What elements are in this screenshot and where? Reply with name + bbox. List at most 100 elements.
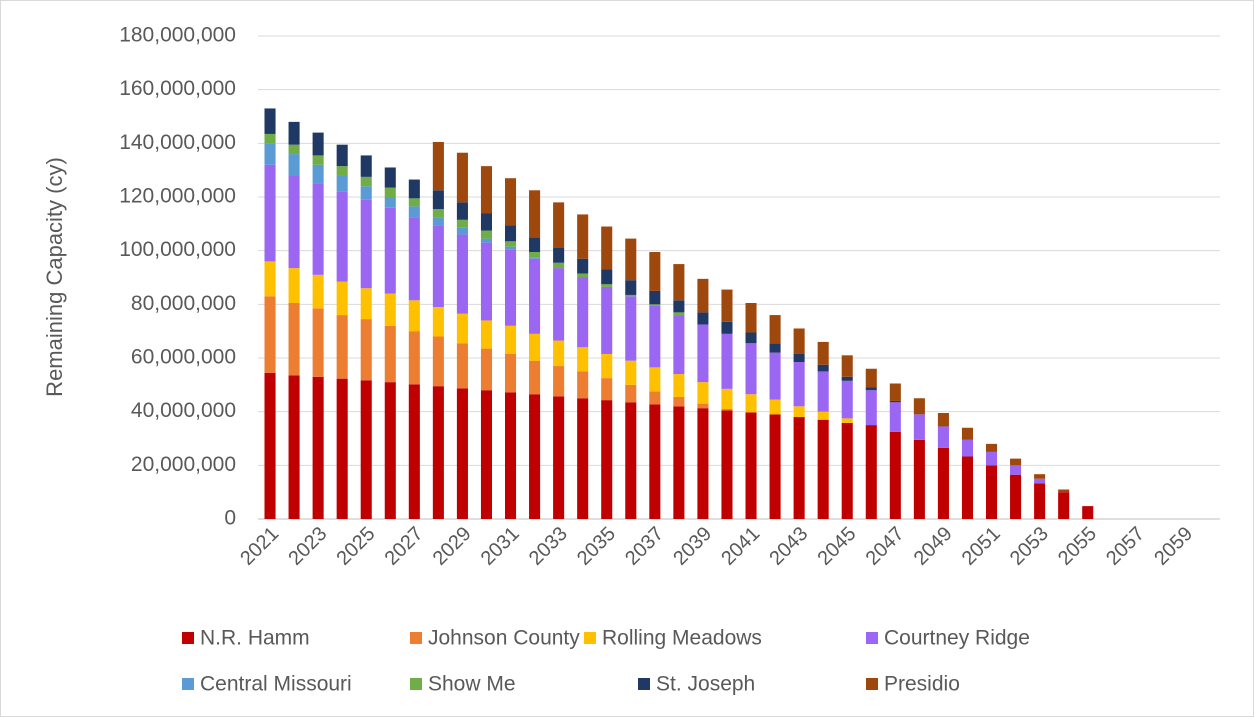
bar-segment [937,447,949,519]
bar-segment [480,320,493,349]
bar-segment [793,353,805,363]
bar-segment [529,190,541,238]
bar-segment [769,399,781,415]
bar-segment [288,268,300,303]
bar-segment [625,280,637,295]
bar-segment [336,166,348,176]
bar-segment [360,186,372,200]
bar-segment [1010,458,1022,466]
bar-segment [577,371,589,399]
bar-segment [408,198,420,207]
bar-segment [697,408,709,519]
bar-segment [504,178,517,226]
bar-segment [553,366,565,397]
bar-segment [384,197,396,208]
y-tick-label: 140,000,000 [119,131,236,154]
bar-segment [456,343,468,389]
bar-segment [288,144,300,155]
bar-segment [288,375,300,519]
bar-segment [456,227,468,235]
bar-segment [312,308,324,377]
bar-segment [601,378,613,401]
bar-segment [649,367,661,392]
bar-segment [264,296,276,373]
bar-segment [1034,474,1046,479]
bar-segment [601,284,613,287]
bar-segment [697,324,709,383]
bar-segment [456,234,468,314]
bar-segment [1082,506,1094,519]
bar-segment [793,362,805,407]
bar-segment [384,167,396,188]
bar-segment [360,155,372,177]
bar-segment [529,252,541,258]
bar-segment [673,406,685,519]
bar-segment [1058,489,1070,493]
bar-segment [577,347,589,372]
bar-segment [336,378,348,519]
bar-segment [769,315,781,344]
bar-segment [432,141,444,191]
bar-segment [408,384,420,519]
bar-segment [601,269,613,285]
y-tick-label: 100,000,000 [119,238,236,261]
bar-segment [721,321,733,334]
bar-segment [553,262,565,269]
bar-segment [312,132,324,156]
bar-segment [432,307,444,337]
bar-segment [865,368,877,388]
legend-label: Rolling Meadows [602,627,762,650]
bar-segment [336,144,348,167]
bar-segment [937,426,949,448]
bar-segment [673,374,685,397]
bar-segment [793,328,805,354]
y-tick-label: 60,000,000 [131,346,236,369]
bar-segment [529,257,541,259]
bar-segment [721,289,733,322]
bar-segment [697,382,709,404]
bar-segment [865,425,877,519]
bar-segment [577,398,589,519]
y-tick-label: 120,000,000 [119,185,236,208]
bar-segment [793,406,805,418]
bar-segment [288,175,300,269]
bar-segment [961,427,974,440]
bar-segment [769,414,781,519]
legend-label: Presidio [884,673,960,696]
bar-segment [408,300,420,332]
bar-segment [360,288,372,320]
bar-segment [649,305,661,368]
bar-segment [817,371,829,412]
bar-segment [649,290,661,305]
bar-segment [384,325,396,383]
bar-segment [384,382,396,519]
bar-segment [1034,483,1046,519]
bar-segment [504,353,517,393]
bar-segment [456,202,468,220]
bar-segment [625,384,637,403]
bar-segment [384,187,396,197]
bar-segment [480,238,493,243]
bar-segment [601,353,613,379]
bar-segment [504,392,517,519]
legend-swatch [410,678,422,690]
legend-swatch [182,678,194,690]
bar-segment [312,164,324,184]
bar-segment [264,261,276,297]
bar-segment [529,394,541,519]
bar-segment [480,348,493,391]
bar-segment [432,386,444,519]
legend-label: Show Me [428,673,516,696]
bar-segment [504,225,517,242]
bar-segment [793,417,805,519]
bar-segment [961,439,974,457]
bar-segment [456,313,468,344]
bar-segment [264,108,276,134]
legend-swatch [866,632,878,644]
legend-swatch [638,678,650,690]
bar-segment [480,242,493,321]
bar-segment [456,219,468,228]
legend-swatch [584,632,596,644]
